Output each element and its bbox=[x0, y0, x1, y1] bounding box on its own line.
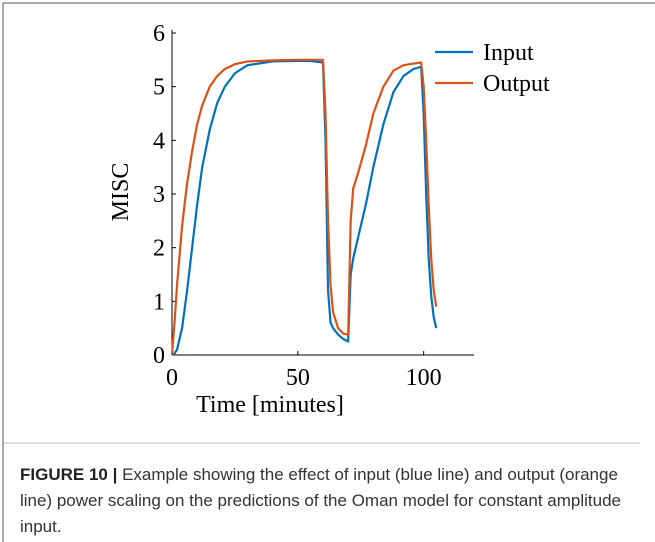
y-tick-label: 6 bbox=[153, 21, 165, 47]
y-tick-label: 1 bbox=[153, 289, 165, 315]
y-tick-label: 4 bbox=[153, 128, 165, 154]
x-axis-label: Time [minutes] bbox=[196, 392, 344, 418]
caption: FIGURE 10 | Example showing the effect o… bbox=[20, 462, 640, 540]
y-tick-label: 5 bbox=[153, 75, 165, 101]
x-tick-label: 50 bbox=[286, 365, 310, 391]
data-line bbox=[170, 58, 438, 356]
y-tick-label: 2 bbox=[153, 236, 165, 262]
legend-label: Input bbox=[483, 40, 534, 66]
y-axis-label: MISC bbox=[108, 163, 134, 222]
x-tick-label: 100 bbox=[406, 365, 442, 391]
x-tick-label: 0 bbox=[166, 365, 178, 391]
data-line bbox=[171, 59, 438, 356]
caption-label: FIGURE 10 | bbox=[20, 465, 118, 484]
legend-label: Output bbox=[483, 71, 550, 97]
caption-text: Example showing the effect of input (blu… bbox=[20, 465, 621, 536]
y-tick-label: 3 bbox=[153, 182, 165, 208]
y-tick-label: 0 bbox=[153, 343, 165, 369]
